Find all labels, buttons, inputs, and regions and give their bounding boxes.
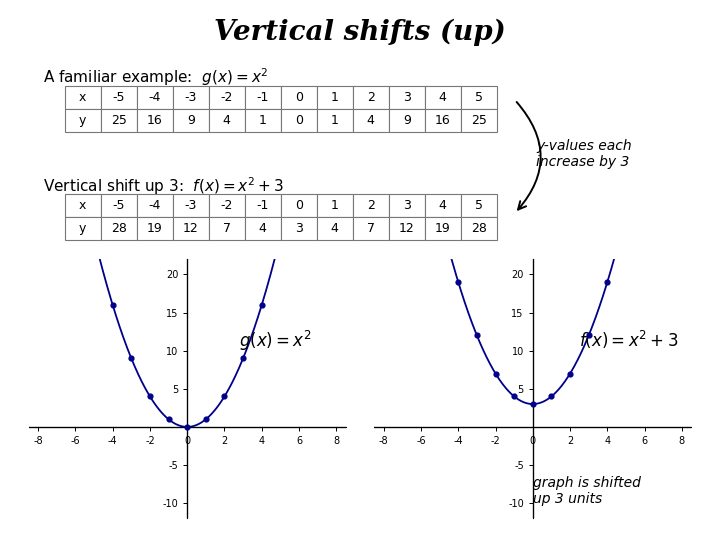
Point [452,278,464,286]
Point [200,415,212,423]
Text: graph is shifted
up 3 units: graph is shifted up 3 units [533,476,641,507]
Text: A familiar example:  $g(x)=x^2$: A familiar example: $g(x)=x^2$ [43,66,269,87]
Point [274,232,286,241]
Point [163,415,174,423]
Point [219,392,230,401]
Point [89,232,100,241]
Text: Vertical shift up 3:  $f(x)=x^2+3$: Vertical shift up 3: $f(x)=x^2+3$ [43,176,284,197]
Text: y-values each
increase by 3: y-values each increase by 3 [536,139,632,169]
Text: $g(x)=x^2$: $g(x)=x^2$ [239,329,312,353]
Point [508,392,520,401]
Point [256,301,268,309]
Point [125,354,137,363]
Point [583,331,595,340]
Point [602,278,613,286]
Point [434,209,446,218]
Point [107,301,118,309]
Text: $f(x)=x^2+3$: $f(x)=x^2+3$ [580,329,679,351]
FancyArrowPatch shape [517,102,541,210]
Point [620,209,631,218]
Point [144,392,156,401]
Point [527,400,539,408]
Point [490,369,501,378]
Point [546,392,557,401]
Point [471,331,482,340]
Point [181,423,193,431]
Point [238,354,249,363]
Point [564,369,576,378]
Text: Vertical shifts (up): Vertical shifts (up) [214,19,506,46]
